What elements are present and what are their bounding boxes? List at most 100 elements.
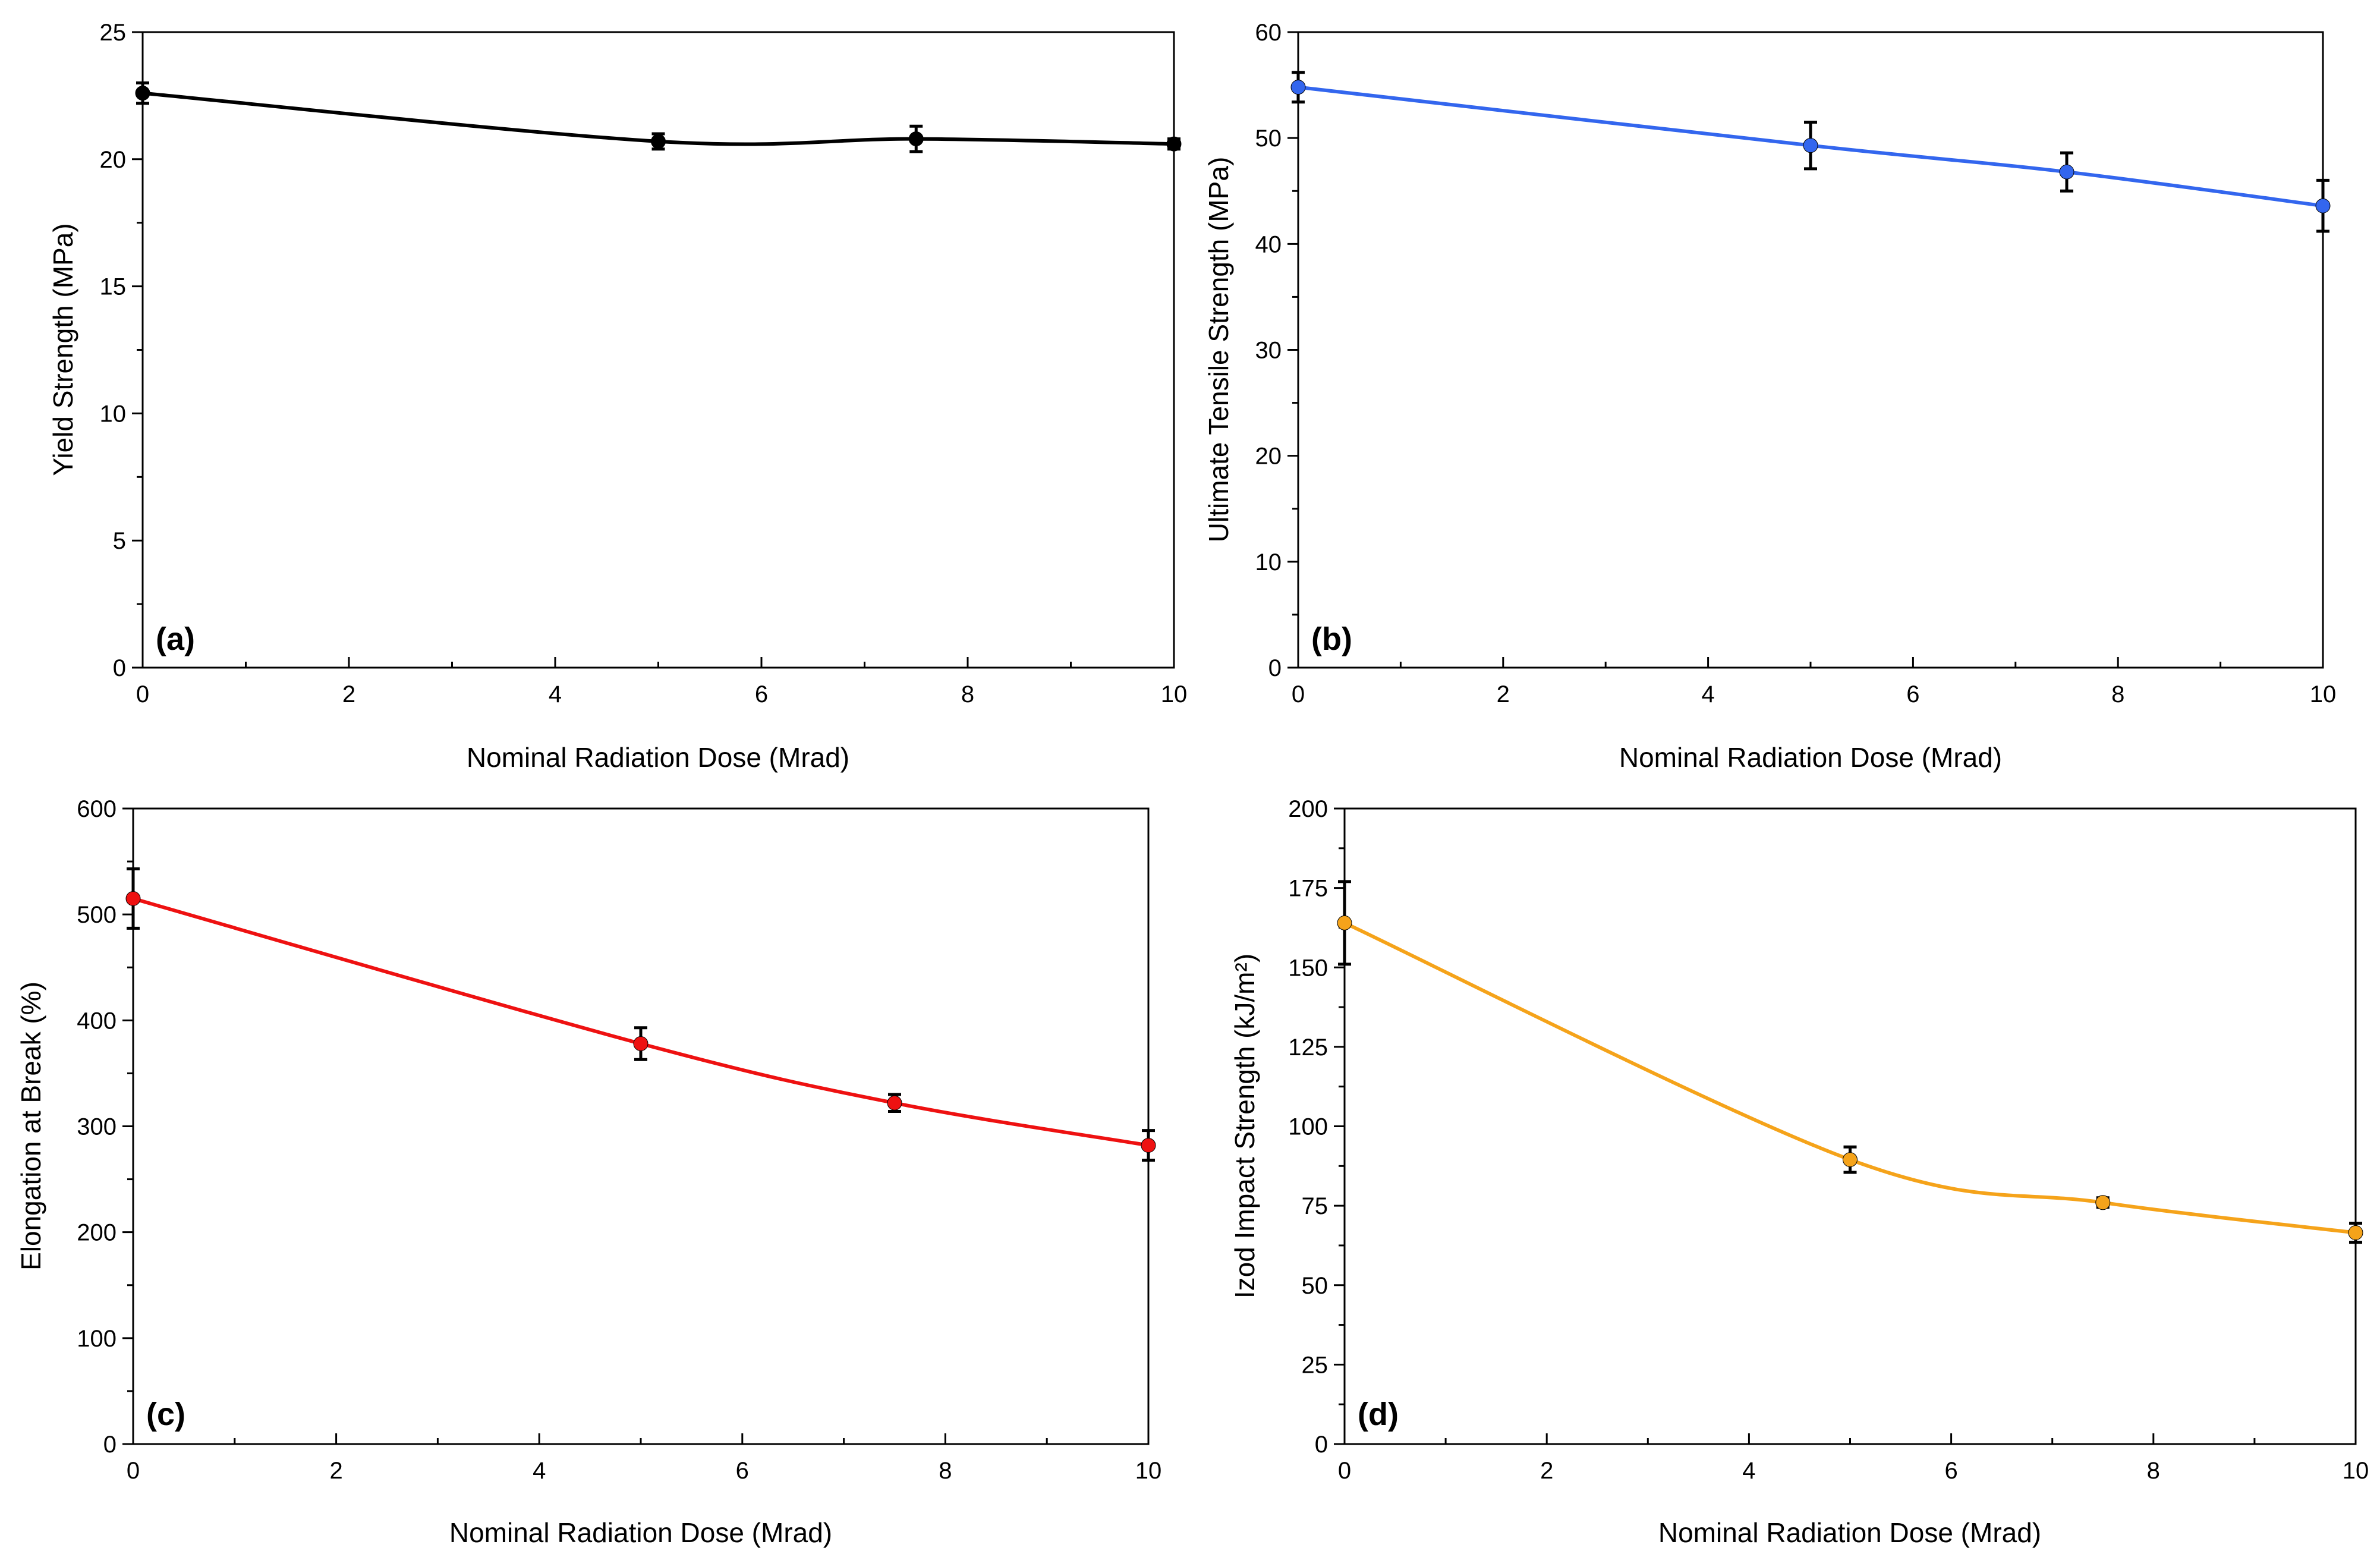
x-tick-label: 8 — [2111, 681, 2124, 707]
x-tick-label: 0 — [1292, 681, 1305, 707]
x-axis-title-b: Nominal Radiation Dose (Mrad) — [1619, 742, 2002, 773]
ticks-c — [122, 807, 1150, 1445]
y-tick-label: 60 — [1255, 20, 1282, 46]
y-tick-label: 100 — [77, 1326, 117, 1352]
y-axis-title-a: Yield Strength (MPa) — [48, 223, 78, 476]
data-point — [125, 891, 141, 906]
y-tick-label: 40 — [1255, 231, 1282, 257]
y-tick-label: 25 — [100, 20, 127, 46]
x-axis-title-d: Nominal Radiation Dose (Mrad) — [1658, 1517, 2041, 1548]
y-tick-label: 20 — [1255, 443, 1282, 470]
data-point — [1141, 1138, 1156, 1153]
y-tick-label: 400 — [77, 1008, 117, 1034]
ticks-b — [1287, 31, 2324, 669]
x-tick-label: 10 — [1135, 1458, 1162, 1484]
y-tick-label: 0 — [113, 655, 126, 681]
y-tick-label: 125 — [1288, 1034, 1328, 1061]
series-line — [1298, 85, 2324, 208]
y-axis-title-b: Ultimate Tensile Strength (MPa) — [1203, 157, 1234, 543]
tick-labels-a: 0 2 4 6 8 10 0 5 10 15 20 25 — [100, 20, 1188, 707]
y-tick-label: 200 — [77, 1220, 117, 1246]
y-axis-title-c: Elongation at Break (%) — [15, 982, 46, 1270]
ticks-d — [1334, 807, 2357, 1445]
y-tick-label: 15 — [100, 274, 127, 300]
marks-d — [1337, 880, 2363, 1244]
plot-frame-c — [132, 807, 1150, 1445]
y-axis-title-d: Izod Impact Strength (kJ/m²) — [1229, 954, 1260, 1298]
x-axis-title-a: Nominal Radiation Dose (Mrad) — [467, 742, 849, 773]
data-point — [2059, 164, 2074, 180]
data-point — [908, 131, 924, 147]
y-tick-label: 10 — [1255, 549, 1282, 575]
x-tick-label: 6 — [1944, 1458, 1957, 1484]
x-tick-label: 6 — [1906, 681, 1919, 707]
data-point — [651, 134, 666, 149]
x-tick-label: 4 — [533, 1458, 546, 1484]
x-tick-label: 8 — [961, 681, 974, 707]
x-tick-label: 0 — [127, 1458, 140, 1484]
data-point — [1166, 136, 1182, 152]
data-point — [2095, 1195, 2111, 1210]
y-tick-label: 0 — [103, 1432, 117, 1458]
x-tick-label: 2 — [329, 1458, 342, 1484]
data-point — [633, 1036, 648, 1052]
x-tick-label: 4 — [549, 681, 562, 707]
x-tick-label: 10 — [2343, 1458, 2369, 1484]
x-tick-label: 4 — [1701, 681, 1714, 707]
y-tick-label: 0 — [1268, 655, 1282, 681]
panel-label-c: (c) — [146, 1396, 185, 1432]
x-axis-title-c: Nominal Radiation Dose (Mrad) — [449, 1517, 832, 1548]
data-point — [1843, 1152, 1858, 1168]
x-tick-label: 2 — [1540, 1458, 1553, 1484]
series-line — [142, 91, 1175, 146]
marks-b — [1290, 71, 2331, 233]
y-tick-label: 0 — [1315, 1432, 1328, 1458]
y-tick-label: 500 — [77, 902, 117, 928]
y-tick-label: 100 — [1288, 1114, 1328, 1140]
tick-labels-b: 0 2 4 6 8 10 0 10 20 30 40 50 60 — [1255, 20, 2337, 707]
panel-label-a: (a) — [156, 621, 195, 657]
y-tick-label: 600 — [77, 796, 117, 822]
ticks-a — [132, 31, 1175, 669]
data-point — [2315, 198, 2331, 213]
plot-frame-d — [1343, 807, 2357, 1445]
y-tick-label: 300 — [77, 1114, 117, 1140]
x-tick-label: 4 — [1742, 1458, 1755, 1484]
y-tick-label: 175 — [1288, 876, 1328, 902]
x-tick-label: 8 — [939, 1458, 952, 1484]
data-point — [887, 1095, 902, 1111]
x-tick-label: 0 — [1338, 1458, 1351, 1484]
x-tick-label: 8 — [2147, 1458, 2160, 1484]
panel-label-d: (d) — [1358, 1396, 1399, 1432]
marks-a — [135, 81, 1182, 153]
y-tick-label: 150 — [1288, 955, 1328, 981]
x-tick-label: 10 — [1161, 681, 1188, 707]
y-tick-label: 25 — [1302, 1352, 1328, 1378]
data-point — [1290, 80, 1306, 95]
data-point — [135, 86, 150, 101]
x-tick-label: 6 — [736, 1458, 749, 1484]
x-tick-label: 2 — [1497, 681, 1510, 707]
data-point — [1337, 915, 1352, 930]
data-point — [1803, 138, 1818, 153]
series-line — [133, 897, 1149, 1147]
y-tick-label: 50 — [1302, 1273, 1328, 1299]
y-tick-label: 20 — [100, 147, 127, 173]
y-tick-label: 75 — [1302, 1193, 1328, 1219]
panel-label-b: (b) — [1311, 621, 1352, 657]
marks-c — [125, 867, 1156, 1162]
data-point — [2348, 1225, 2363, 1241]
y-tick-label: 10 — [100, 401, 127, 427]
y-tick-label: 30 — [1255, 338, 1282, 364]
panel-b: 0 2 4 6 8 10 0 10 20 30 40 50 60 (b) Nominal Radiati… — [1203, 20, 2336, 773]
x-tick-label: 2 — [342, 681, 355, 707]
panel-a: 0 2 4 6 8 10 0 5 10 15 20 25 (a) Nominal Radiation … — [48, 20, 1187, 773]
x-tick-label: 10 — [2310, 681, 2337, 707]
plot-frame-a — [141, 31, 1175, 669]
y-tick-label: 50 — [1255, 125, 1282, 152]
